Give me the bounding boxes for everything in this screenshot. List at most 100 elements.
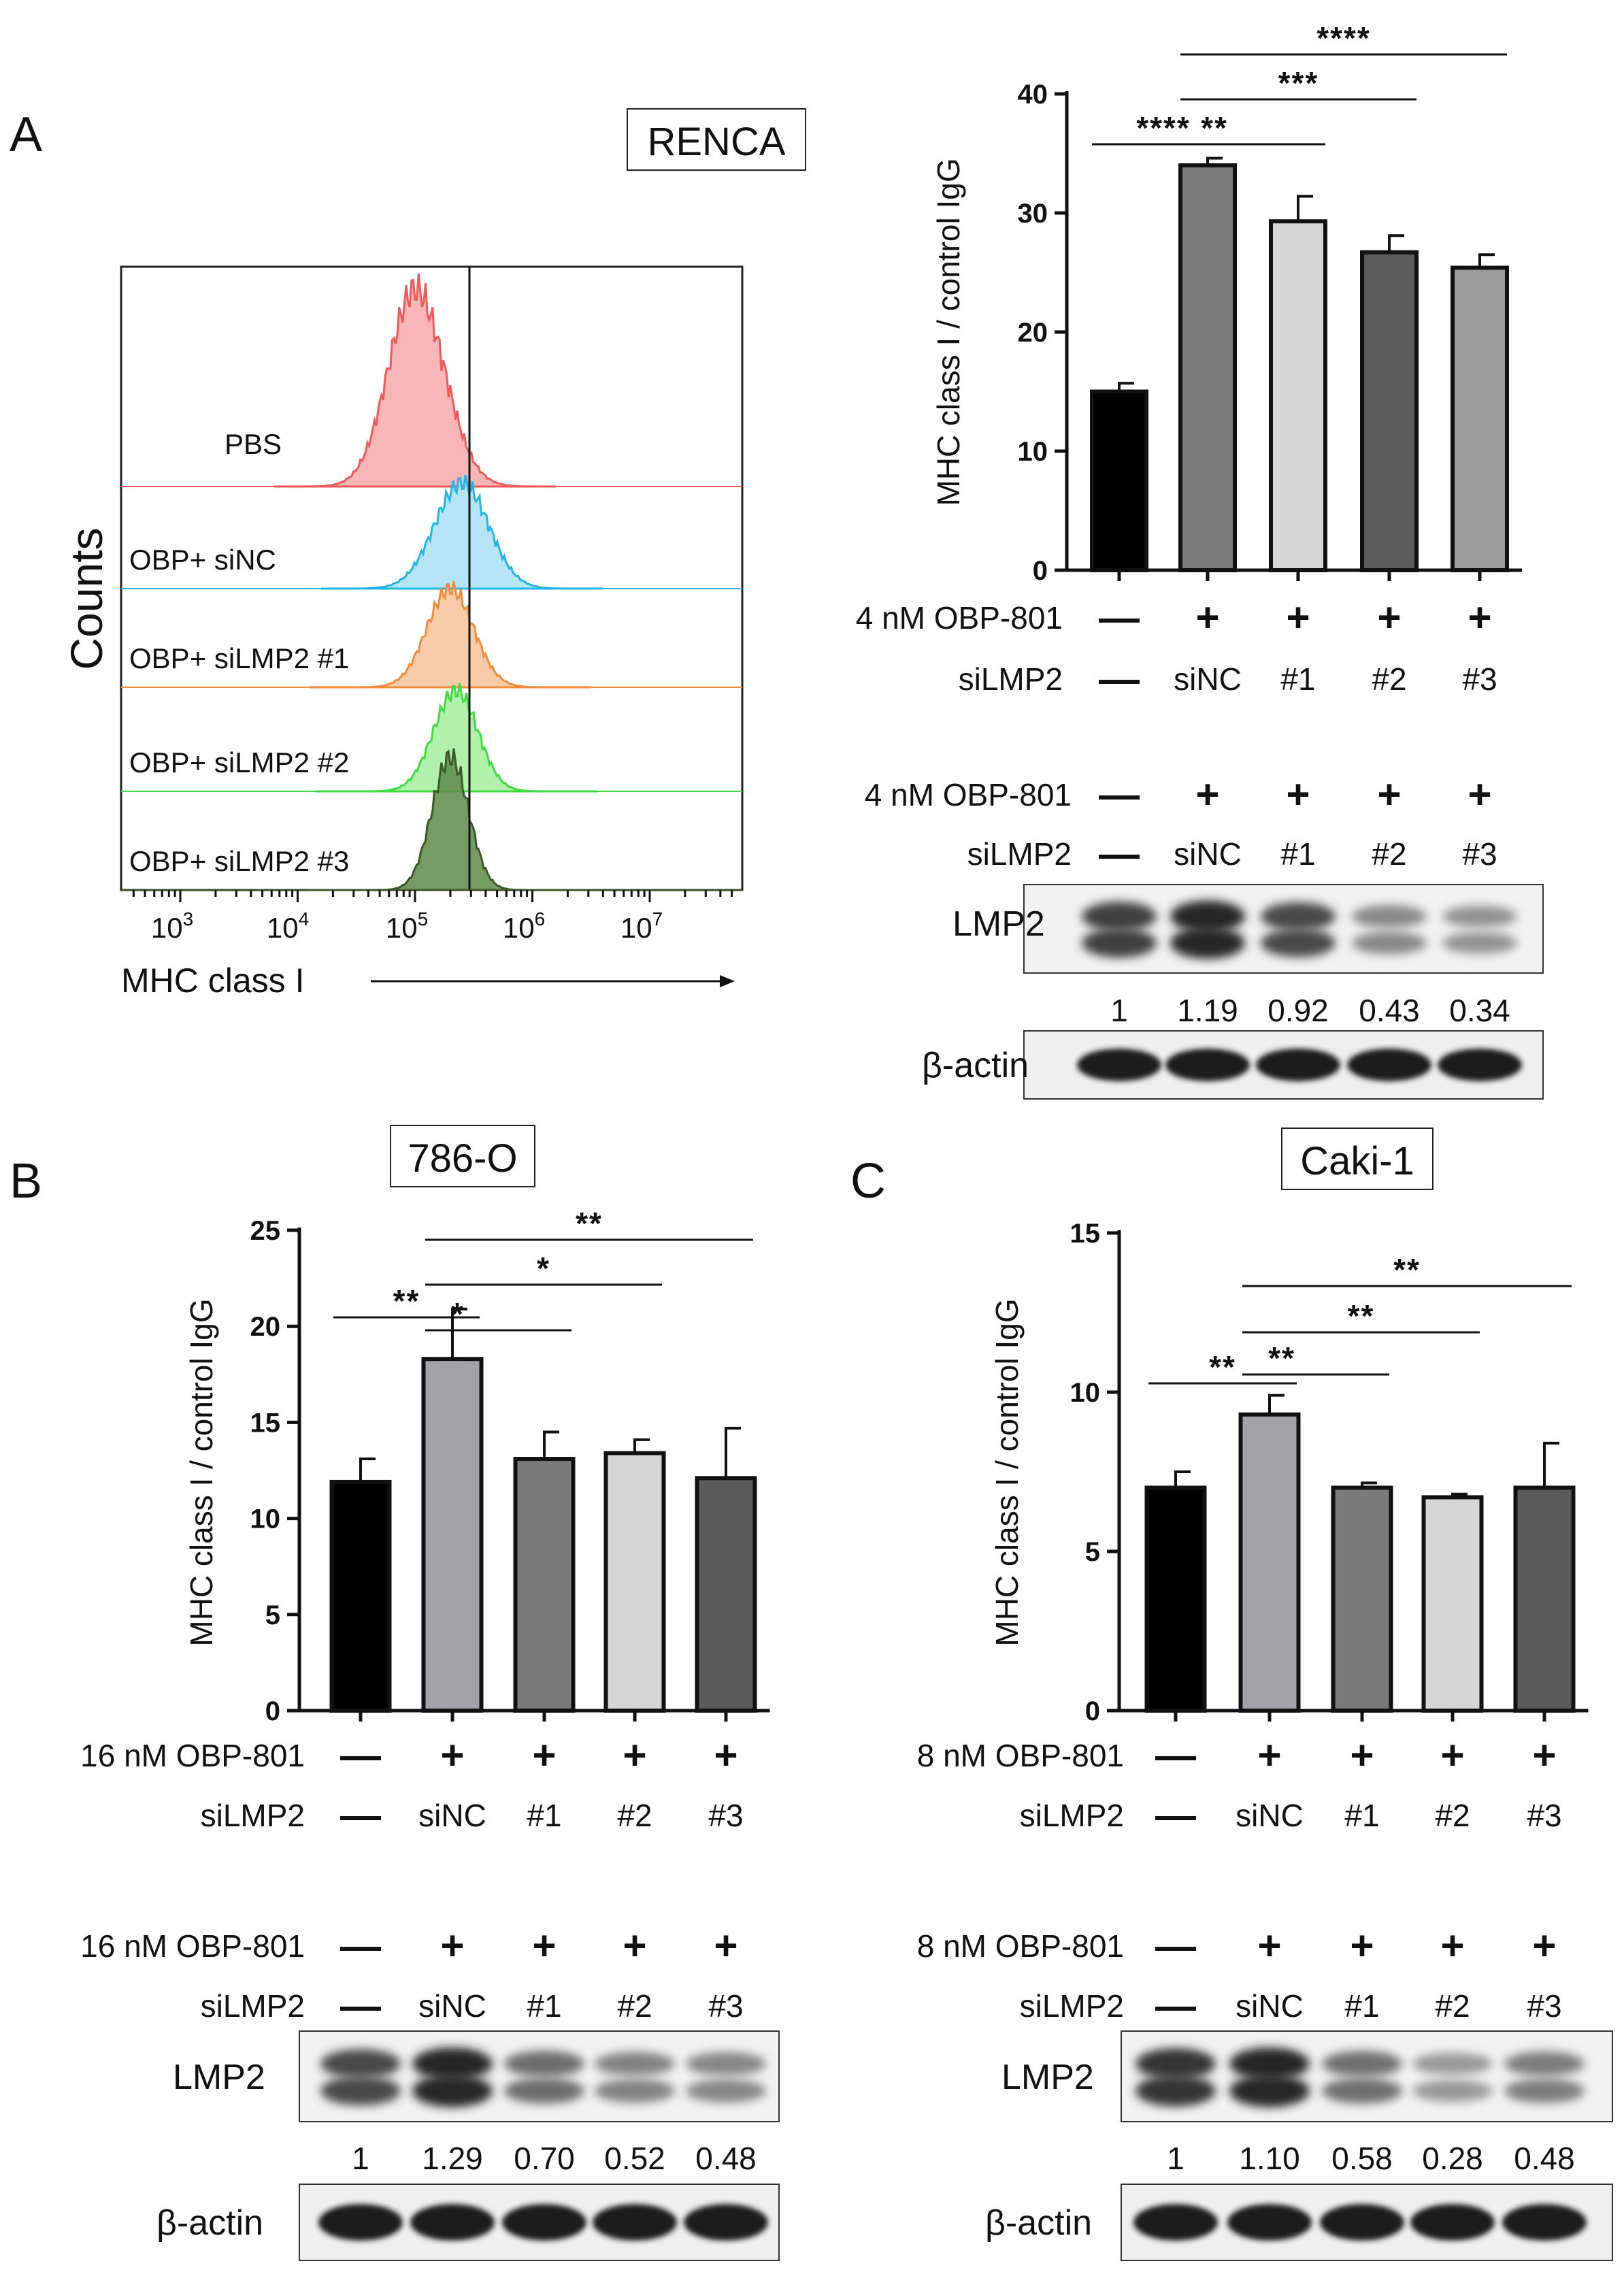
lmp2-blot-label: LMP2 [952, 904, 1045, 944]
actin-band [1347, 1049, 1431, 1081]
y-tick-label: 20 [250, 1312, 281, 1342]
panel-letter-c: C [850, 1154, 886, 1208]
bar-#2 [1360, 250, 1419, 572]
blot-condition-value: + [1350, 1923, 1374, 1969]
lmp2-blot-label: LMP2 [1001, 2058, 1094, 2097]
lmp2-band [1261, 928, 1336, 957]
significance-stars: **** [1316, 20, 1371, 56]
panel-letter-a: A [10, 108, 42, 162]
flow-x-ticks: 103 104 105 106 107 [151, 908, 663, 944]
bar-siNC [421, 1357, 484, 1713]
panel-a: A RENCA PBS OBP+ siNC OBP+ siLMP2 #1 OBP+ s… [10, 20, 1544, 1100]
lmp2-band [1261, 902, 1336, 931]
blot-condition-value: #1 [527, 1988, 561, 2024]
actin-band [502, 2204, 586, 2241]
actin-band [684, 2204, 768, 2241]
lmp2-band [504, 2077, 584, 2104]
blot-condition-label: siLMP2 [1020, 1988, 1124, 2024]
condition-value: + [1440, 1732, 1464, 1778]
significance-stars: ** [1209, 1349, 1236, 1385]
condition-label: 4 nM OBP-801 [856, 600, 1063, 636]
blot-condition-label: siLMP2 [201, 1988, 305, 2024]
condition-value: #1 [1280, 661, 1315, 697]
blot-condition-value: + [532, 1923, 556, 1969]
condition-value: + [1350, 1732, 1374, 1778]
quant-value: 0.52 [604, 2141, 665, 2176]
condition-value: siNC [1236, 1798, 1304, 1833]
bar-#1 [1269, 219, 1327, 572]
y-tick-label: 15 [1070, 1219, 1101, 1249]
lmp2-band [686, 2052, 766, 2076]
lmp2-band [1504, 2051, 1585, 2076]
condition-label: siLMP2 [201, 1798, 305, 1833]
condition-value: #3 [1462, 661, 1497, 697]
blot-condition-value: — [1155, 1923, 1196, 1969]
blot-condition-value: + [1195, 772, 1219, 817]
blot-condition-value: #3 [1527, 1988, 1561, 2024]
condition-label: siLMP2 [959, 661, 1063, 697]
y-tick-label: 40 [1018, 80, 1048, 110]
western-blot-a: 4 nM OBP-801 — + + + + siLMP2 — siNC #1 #2 #3 LMP2 1 1… [865, 772, 1544, 1100]
flow-x-tick-label: 105 [386, 908, 428, 944]
quant-value: 0.28 [1422, 2141, 1483, 2176]
lmp2-band [320, 2049, 401, 2079]
bar-PBS [329, 1479, 392, 1713]
quant-value: 0.43 [1359, 993, 1420, 1028]
significance-stars: ** [393, 1283, 420, 1319]
actin-band [1320, 2204, 1404, 2241]
significance-stars: ** [1348, 1298, 1375, 1334]
lmp2-band [1170, 927, 1245, 959]
panel-b: B 786-O 0 5 10 15 20 25 MHC class I / control … [10, 1125, 780, 2261]
bar-#3 [1513, 1485, 1576, 1713]
blot-condition-value: + [1532, 1923, 1556, 1969]
y-tick-label: 5 [265, 1600, 280, 1630]
significance-stars: * [537, 1251, 550, 1286]
quant-value: 1.10 [1239, 2141, 1300, 2176]
condition-value: #2 [617, 1798, 652, 1833]
condition-value: #2 [1372, 661, 1406, 697]
blot-condition-value: siNC [1174, 836, 1242, 872]
flow-x-tick-label: 106 [503, 908, 545, 944]
blot-condition-label: siLMP2 [967, 836, 1072, 872]
bar-#1 [513, 1457, 576, 1713]
condition-value: + [440, 1732, 464, 1778]
y-tick-label: 0 [265, 1696, 280, 1726]
blot-condition-value: siNC [418, 1988, 486, 2024]
cell-line-label-c: Caki-1 [1300, 1139, 1414, 1183]
actin-band [1256, 1049, 1340, 1081]
quant-value: 0.34 [1449, 993, 1510, 1028]
condition-value: + [1468, 595, 1491, 640]
blot-condition-label: 8 nM OBP-801 [917, 1928, 1124, 1964]
flow-minor-ticks [132, 890, 733, 902]
actin-blot-label: β-actin [922, 1046, 1029, 1085]
bar-siNC [1238, 1412, 1301, 1713]
western-blot-b: 16 nM OBP-801 — + + + + siLMP2 — siNC #1 #2 #3 LMP2 1… [80, 1923, 780, 2261]
lmp2-band [1082, 928, 1157, 958]
blot-condition-value: #1 [1280, 836, 1315, 872]
y-axis-label: MHC class I / control IgG [989, 1298, 1025, 1646]
western-blot-c: 8 nM OBP-801 — + + + + siLMP2 — siNC #1 #2 #3 LMP2 1 1… [917, 1923, 1613, 2261]
panel-c: C Caki-1 0 5 10 15 MHC class I / control IgG… [850, 1127, 1613, 2261]
condition-value: + [532, 1732, 556, 1778]
lmp2-band [1136, 2075, 1216, 2107]
actin-band [1165, 1049, 1250, 1081]
y-tick-label: 20 [1018, 318, 1048, 348]
lmp2-band [1082, 902, 1157, 932]
bar-#3 [1451, 265, 1509, 572]
actin-band [1077, 1049, 1161, 1081]
lmp2-blot-label: LMP2 [173, 2058, 265, 2097]
condition-value: siNC [1174, 661, 1242, 697]
condition-value: #1 [1344, 1798, 1379, 1833]
condition-value: + [1195, 595, 1219, 640]
cell-line-box-b [390, 1125, 535, 1187]
lmp2-band [595, 2079, 675, 2103]
blot-condition-value: + [1468, 772, 1491, 817]
blot-condition-value: + [1257, 1923, 1281, 1969]
blot-condition-value: #3 [708, 1988, 743, 2024]
significance-stars: *** [1278, 65, 1319, 101]
blot-condition-value: — [340, 1923, 381, 1969]
blot-condition-value: + [714, 1923, 738, 1969]
condition-value: — [340, 1792, 381, 1838]
